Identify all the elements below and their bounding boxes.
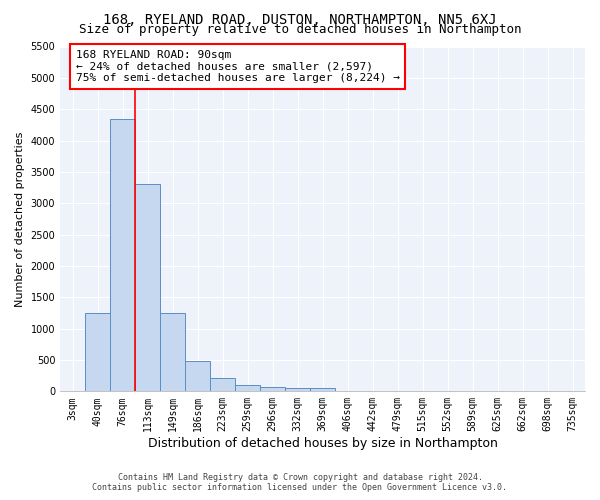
Bar <box>285 388 310 392</box>
Text: Size of property relative to detached houses in Northampton: Size of property relative to detached ho… <box>79 22 521 36</box>
Bar <box>110 118 135 392</box>
Text: 168 RYELAND ROAD: 90sqm
← 24% of detached houses are smaller (2,597)
75% of semi: 168 RYELAND ROAD: 90sqm ← 24% of detache… <box>76 50 400 83</box>
Bar <box>260 387 285 392</box>
Bar <box>310 388 335 392</box>
Bar <box>135 184 160 392</box>
Text: Contains HM Land Registry data © Crown copyright and database right 2024.
Contai: Contains HM Land Registry data © Crown c… <box>92 473 508 492</box>
Bar <box>235 385 260 392</box>
Bar <box>185 361 210 392</box>
Bar <box>210 378 235 392</box>
Bar <box>85 313 110 392</box>
Y-axis label: Number of detached properties: Number of detached properties <box>15 131 25 306</box>
Bar <box>160 313 185 392</box>
Text: 168, RYELAND ROAD, DUSTON, NORTHAMPTON, NN5 6XJ: 168, RYELAND ROAD, DUSTON, NORTHAMPTON, … <box>103 12 497 26</box>
X-axis label: Distribution of detached houses by size in Northampton: Distribution of detached houses by size … <box>148 437 497 450</box>
